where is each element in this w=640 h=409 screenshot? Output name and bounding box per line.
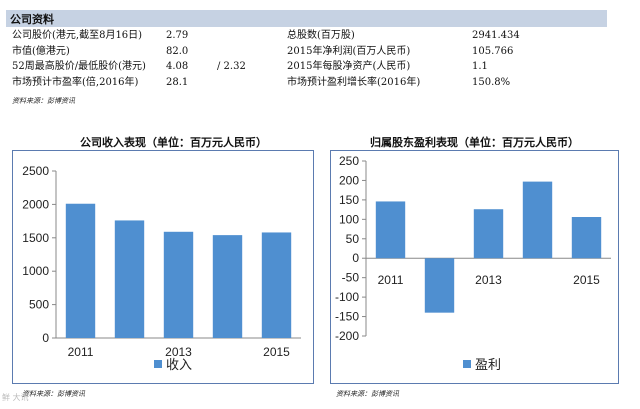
profit-chart-frame: -200 -150 -100 -50 0 50 100 150 200 250 2011 2013 20…: [330, 150, 619, 384]
bar-2012: [114, 220, 145, 338]
info-label: 52周最高股价/最低股价(港元): [12, 61, 146, 72]
y-tick-label: 500: [29, 298, 49, 312]
source-note: 资料来源：彭博资讯: [22, 390, 85, 398]
info-row: 市场预计市盈率(倍,2016年) 28.1 市场预计盈利增长率(2016年) 1…: [12, 75, 612, 91]
bar-2014: [522, 181, 553, 259]
info-value: 1.1: [472, 61, 488, 72]
x-tick-label: 2011: [378, 273, 404, 287]
info-value: 2941.434: [472, 30, 520, 41]
revenue-chart-title: 公司收入表现（单位：百万元人民币）: [80, 136, 267, 149]
revenue-chart: 0 500 1000 1500 2000 2500 2011 2013 2015 收入: [22, 164, 301, 372]
source-note: 资料来源：彭博资讯: [336, 390, 399, 398]
y-tick-label: 1000: [22, 264, 49, 278]
source-note: 资料来源：彭博资讯: [12, 97, 75, 105]
y-tick-label: 100: [339, 212, 359, 226]
legend-swatch: [463, 360, 471, 368]
y-tick-label: -150: [335, 310, 359, 324]
y-tick-label: -100: [335, 290, 359, 304]
bar-2014: [212, 235, 243, 338]
profit-chart: -200 -150 -100 -50 0 50 100 150 200 250 2011 2013 20…: [335, 154, 611, 372]
info-label: 公司股价(港元,截至8月16日): [12, 30, 143, 41]
info-label: 2015年净利润(百万人民币): [287, 45, 411, 57]
x-tick-label: 2013: [165, 345, 192, 359]
legend-label: 盈利: [475, 357, 501, 372]
info-value: 82.0: [166, 45, 189, 57]
y-tick-label: 200: [339, 173, 359, 187]
info-value-secondary: / 2.32: [217, 61, 246, 72]
info-value: 4.08: [166, 61, 189, 72]
revenue-chart-frame: 0 500 1000 1500 2000 2500 2011 2013 2015 收入: [12, 150, 314, 384]
info-label: 2015年每股净资产(人民币): [287, 61, 411, 72]
y-tick-label: -200: [335, 329, 359, 343]
info-row: 52周最高股价/最低股价(港元) 4.08 / 2.32 2015年每股净资产(…: [12, 59, 612, 75]
info-label: 市值(億港元): [12, 45, 70, 57]
bar-2015: [571, 217, 602, 259]
info-label: 市场预计盈利增长率(2016年): [287, 76, 421, 88]
info-label: 总股数(百万股): [287, 30, 355, 41]
info-value: 105.766: [472, 45, 514, 57]
info-value: 150.8%: [472, 76, 511, 88]
profit-chart-title: 归属股东盈利表现（单位：百万元人民币）: [370, 136, 579, 149]
y-tick-label: 150: [339, 193, 359, 207]
x-tick-label: 2011: [68, 345, 94, 359]
bar-2013: [473, 209, 504, 259]
y-tick-label: 2000: [22, 197, 49, 211]
legend-label: 收入: [166, 357, 192, 372]
y-tick-label: 250: [339, 154, 359, 168]
y-tick-label: -50: [342, 271, 360, 285]
info-value: 2.79: [166, 30, 189, 41]
x-tick-label: 2013: [475, 273, 502, 287]
info-row: 公司股价(港元,截至8月16日) 2.79 总股数(百万股) 2941.434: [12, 28, 612, 44]
info-row: 市值(億港元) 82.0 2015年净利润(百万人民币) 105.766: [12, 44, 612, 60]
y-tick-label: 0: [352, 251, 359, 265]
bar-2012: [424, 258, 455, 313]
bar-2011: [375, 201, 406, 259]
company-info-table: 公司股价(港元,截至8月16日) 2.79 总股数(百万股) 2941.434 …: [12, 28, 612, 90]
section-title: 公司资料: [10, 13, 54, 26]
x-tick-label: 2015: [263, 345, 290, 359]
section-header: 公司资料: [6, 10, 607, 27]
x-tick-label: 2015: [573, 273, 600, 287]
legend-swatch: [154, 360, 162, 368]
y-tick-label: 1500: [22, 231, 49, 245]
info-value: 28.1: [166, 76, 189, 88]
y-tick-label: 0: [42, 331, 49, 345]
bar-2011: [65, 203, 96, 338]
bar-2013: [163, 231, 194, 338]
info-label: 市场预计市盈率(倍,2016年): [12, 76, 139, 88]
watermark: 鲜 大讯: [2, 393, 29, 402]
y-tick-label: 2500: [22, 164, 49, 178]
y-tick-label: 50: [346, 232, 360, 246]
bar-2015: [261, 232, 292, 338]
